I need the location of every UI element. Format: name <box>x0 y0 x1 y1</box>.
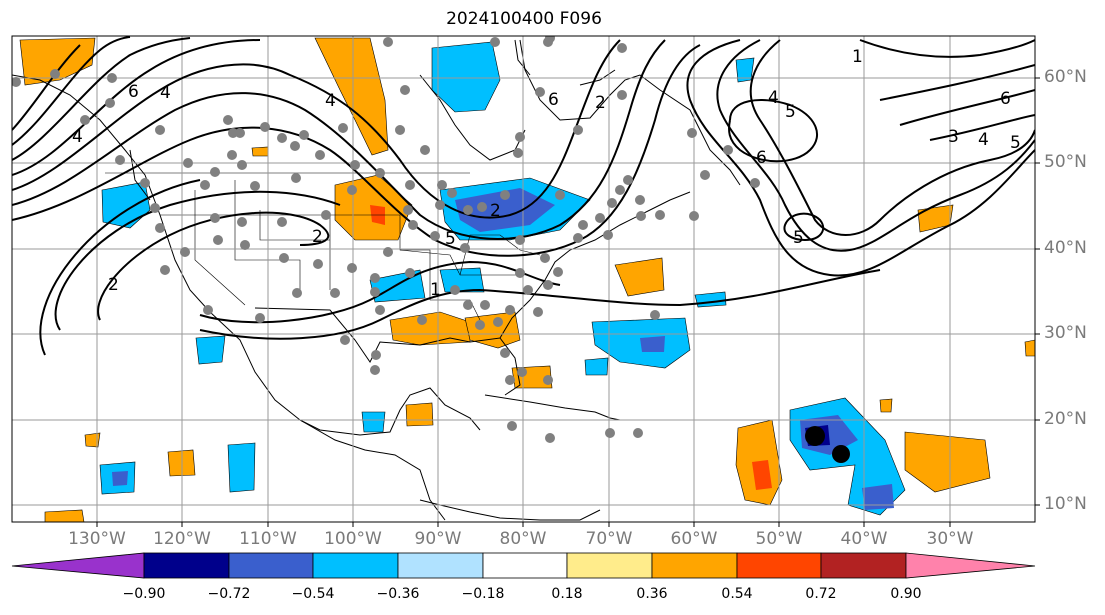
contour-label: 4 <box>72 127 83 147</box>
lon-label: 110°W <box>239 529 297 549</box>
lon-label: 130°W <box>68 529 126 549</box>
contour-label: 5 <box>445 229 456 249</box>
colorbar-bin <box>820 552 907 579</box>
colorbar-tick-label: 0.18 <box>551 586 583 602</box>
lat-label: 50°N <box>1044 152 1087 172</box>
map-panel: 6 4 4 2 4 6 2 1 4 5 6 5 3 4 5 6 2 2 5 1 <box>12 36 1035 522</box>
contour-label: 1 <box>852 47 863 67</box>
map-title: 2024100400 F096 <box>446 9 602 29</box>
colorbar-bin <box>736 552 822 579</box>
contour-label: 5 <box>785 102 796 122</box>
contour-label: 4 <box>160 83 171 103</box>
colorbar-extend-low <box>11 552 145 579</box>
graticule <box>12 36 1035 522</box>
lat-label: 60°N <box>1044 67 1087 87</box>
lon-label: 120°W <box>153 529 211 549</box>
colorbar-bin <box>228 552 314 579</box>
contour-label: 4 <box>768 88 779 108</box>
lat-label: 10°N <box>1044 494 1087 514</box>
colorbar-tick-label: 0.54 <box>721 586 753 602</box>
lon-label: 50°W <box>755 529 803 549</box>
lon-label: 60°W <box>670 529 718 549</box>
contour-label: 4 <box>325 91 336 111</box>
colorbar-tick-label: 0.36 <box>636 586 668 602</box>
colorbar-tick-label: −0.54 <box>291 586 335 602</box>
colorbar-bin <box>397 552 484 579</box>
colorbar-tick-label: 0.72 <box>805 586 837 602</box>
contour-label: 4 <box>978 130 989 150</box>
colorbar-tick-label: −0.36 <box>376 586 420 602</box>
contour-label: 2 <box>595 93 606 113</box>
storm-markers <box>805 426 850 463</box>
contour-label: 1 <box>430 280 441 300</box>
colorbar-tick-label: −0.18 <box>461 586 505 602</box>
lat-label: 30°N <box>1044 323 1087 343</box>
colorbar-bin <box>143 552 230 579</box>
lat-label: 20°N <box>1044 409 1087 429</box>
contour-label: 6 <box>1000 89 1011 109</box>
contour-label: 3 <box>948 127 959 147</box>
contour-label: 6 <box>548 90 559 110</box>
colorbar-bin <box>651 552 738 579</box>
station-markers <box>12 36 760 443</box>
colorbar-tick-label: 0.90 <box>890 586 922 602</box>
colorbar-tick-label: −0.72 <box>207 586 251 602</box>
lon-label: 80°W <box>499 529 547 549</box>
colorbar-extend-high <box>905 552 1036 579</box>
colorbar-bin <box>566 552 653 579</box>
contour-label: 6 <box>128 82 139 102</box>
contour-label: 5 <box>1010 133 1021 153</box>
colorbar-bin <box>312 552 399 579</box>
lon-label: 30°W <box>926 529 974 549</box>
contour-labels: 6 4 4 2 4 6 2 1 4 5 6 5 3 4 5 6 2 2 5 1 <box>72 47 1021 300</box>
lon-label: 100°W <box>324 529 382 549</box>
lon-label: 90°W <box>414 529 462 549</box>
contour-label: 2 <box>490 201 501 221</box>
contour-label: 6 <box>756 148 767 168</box>
axis-ticks <box>96 77 1040 527</box>
contour-label: 5 <box>793 228 804 248</box>
colorbar-bin <box>482 552 568 579</box>
contour-label: 2 <box>312 227 323 247</box>
contour-label: 2 <box>108 275 119 295</box>
lat-label: 40°N <box>1044 238 1087 258</box>
colorbar <box>11 552 1036 579</box>
lon-label: 40°W <box>840 529 888 549</box>
contours <box>12 36 1035 356</box>
colorbar-tick-label: −0.90 <box>122 586 166 602</box>
lon-label: 70°W <box>585 529 633 549</box>
